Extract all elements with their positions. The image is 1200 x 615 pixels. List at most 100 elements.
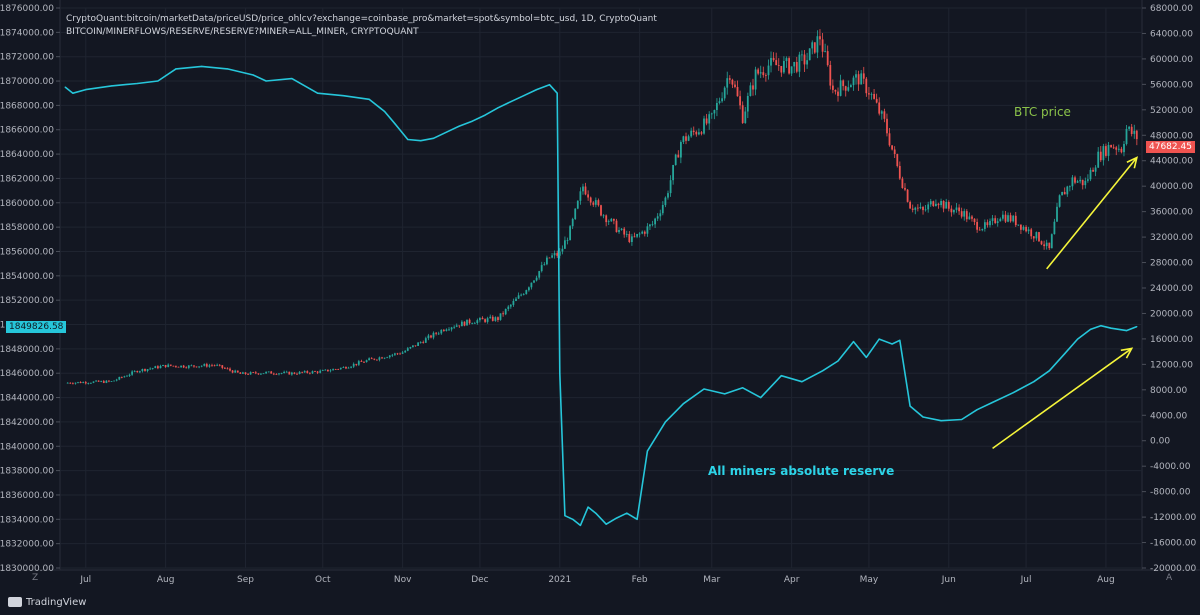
candle-body bbox=[605, 215, 608, 223]
candle-body bbox=[811, 42, 814, 49]
reserve-point bbox=[548, 84, 551, 86]
candle-body bbox=[144, 369, 146, 371]
reserve-point bbox=[891, 343, 893, 345]
candle-body bbox=[254, 372, 257, 374]
candle-body bbox=[218, 364, 221, 366]
left-value-badge: 1849826.58 bbox=[6, 321, 67, 333]
series-header-price: CryptoQuant:bitcoin/marketData/priceUSD/… bbox=[66, 14, 657, 24]
candle-body bbox=[231, 370, 234, 373]
candle-body bbox=[1115, 147, 1118, 150]
candle-body bbox=[721, 98, 723, 102]
candle-body bbox=[780, 66, 783, 73]
right-tick-label: -12000.00 bbox=[1150, 513, 1196, 523]
right-tick-label: 44000.00 bbox=[1150, 157, 1193, 167]
candle-body bbox=[200, 365, 203, 367]
candle-body bbox=[842, 80, 845, 87]
candle-body bbox=[973, 218, 976, 222]
candle-body bbox=[283, 371, 285, 373]
reserve-point bbox=[760, 397, 762, 399]
candle-body bbox=[74, 382, 77, 384]
right-tick-label: 32000.00 bbox=[1150, 233, 1193, 243]
candle-body bbox=[873, 94, 875, 99]
candle-body bbox=[571, 219, 574, 227]
candle-body bbox=[826, 51, 829, 66]
candle-body bbox=[592, 202, 595, 205]
left-corner-label[interactable]: Z bbox=[32, 573, 39, 583]
candle-body bbox=[396, 353, 399, 355]
candle-body bbox=[512, 301, 515, 305]
reserve-point bbox=[110, 85, 113, 87]
candle-body bbox=[314, 371, 316, 372]
candle-body bbox=[1081, 179, 1084, 186]
candle-body bbox=[224, 367, 226, 369]
candle-body bbox=[180, 365, 182, 368]
candle-body bbox=[1058, 195, 1061, 207]
candle-body bbox=[278, 373, 280, 375]
x-tick-label: Dec bbox=[471, 575, 488, 585]
candle-body bbox=[265, 371, 267, 374]
x-tick-label: 2021 bbox=[548, 575, 571, 585]
candle-body bbox=[816, 36, 819, 53]
right-tick-label: 0.00 bbox=[1150, 437, 1170, 447]
reserve-point bbox=[1064, 353, 1066, 355]
reserve-point bbox=[595, 512, 597, 514]
candle-body bbox=[754, 69, 757, 90]
candle-body bbox=[404, 350, 407, 353]
candle-body bbox=[182, 365, 185, 368]
reserve-point bbox=[572, 518, 574, 520]
candle-body bbox=[566, 240, 569, 241]
candle-body bbox=[262, 373, 265, 375]
candle-body bbox=[844, 86, 847, 91]
reserve-point bbox=[157, 80, 159, 82]
candle-body bbox=[767, 65, 770, 76]
candle-body bbox=[546, 257, 548, 265]
candle-body bbox=[680, 142, 682, 158]
candle-body bbox=[352, 363, 355, 367]
candle-body bbox=[468, 319, 471, 324]
candle-body bbox=[491, 316, 494, 321]
candle-body bbox=[716, 103, 718, 110]
candle-body bbox=[971, 216, 973, 219]
candle-body bbox=[829, 65, 832, 86]
left-tick-label: 1864000.00 bbox=[0, 150, 54, 160]
candle-body bbox=[677, 154, 680, 158]
candle-body bbox=[280, 373, 283, 374]
candle-body bbox=[870, 94, 873, 95]
candle-body bbox=[600, 205, 602, 216]
candle-body bbox=[198, 366, 200, 368]
candle-body bbox=[731, 79, 734, 85]
candle-body bbox=[880, 111, 883, 114]
right-corner-label[interactable]: A bbox=[1166, 573, 1173, 583]
right-tick-label: 24000.00 bbox=[1150, 284, 1193, 294]
candle-body bbox=[574, 208, 577, 219]
candle-body bbox=[376, 359, 378, 361]
candle-body bbox=[749, 85, 752, 96]
candle-body bbox=[108, 380, 110, 382]
candle-body bbox=[489, 316, 492, 319]
candle-body bbox=[775, 60, 778, 66]
left-tick-label: 1860000.00 bbox=[0, 199, 54, 209]
candle-body bbox=[1027, 229, 1030, 232]
reserve-point bbox=[291, 78, 293, 80]
candle-body bbox=[481, 317, 484, 320]
candle-body bbox=[553, 253, 556, 256]
candle-body bbox=[319, 370, 322, 373]
candle-body bbox=[1043, 244, 1045, 247]
candle-body bbox=[90, 382, 92, 384]
candle-body bbox=[244, 372, 247, 374]
candle-body bbox=[1063, 192, 1066, 195]
candle-body bbox=[1066, 186, 1069, 195]
candle-body bbox=[211, 365, 213, 367]
candle-body bbox=[968, 216, 971, 220]
candle-body bbox=[381, 357, 383, 359]
left-tick-label: 1846000.00 bbox=[0, 369, 54, 379]
candle-body bbox=[383, 357, 386, 359]
candle-body bbox=[832, 85, 834, 90]
reserve-point bbox=[992, 401, 994, 403]
candle-body bbox=[978, 229, 981, 231]
series-header-reserve: BITCOIN/MINERFLOWS/RESERVE/RESERVE?MINER… bbox=[66, 27, 419, 37]
candle-body bbox=[463, 321, 466, 326]
candle-body bbox=[285, 371, 288, 373]
tradingview-logo[interactable]: TradingView bbox=[8, 597, 86, 608]
candle-body bbox=[455, 325, 458, 327]
